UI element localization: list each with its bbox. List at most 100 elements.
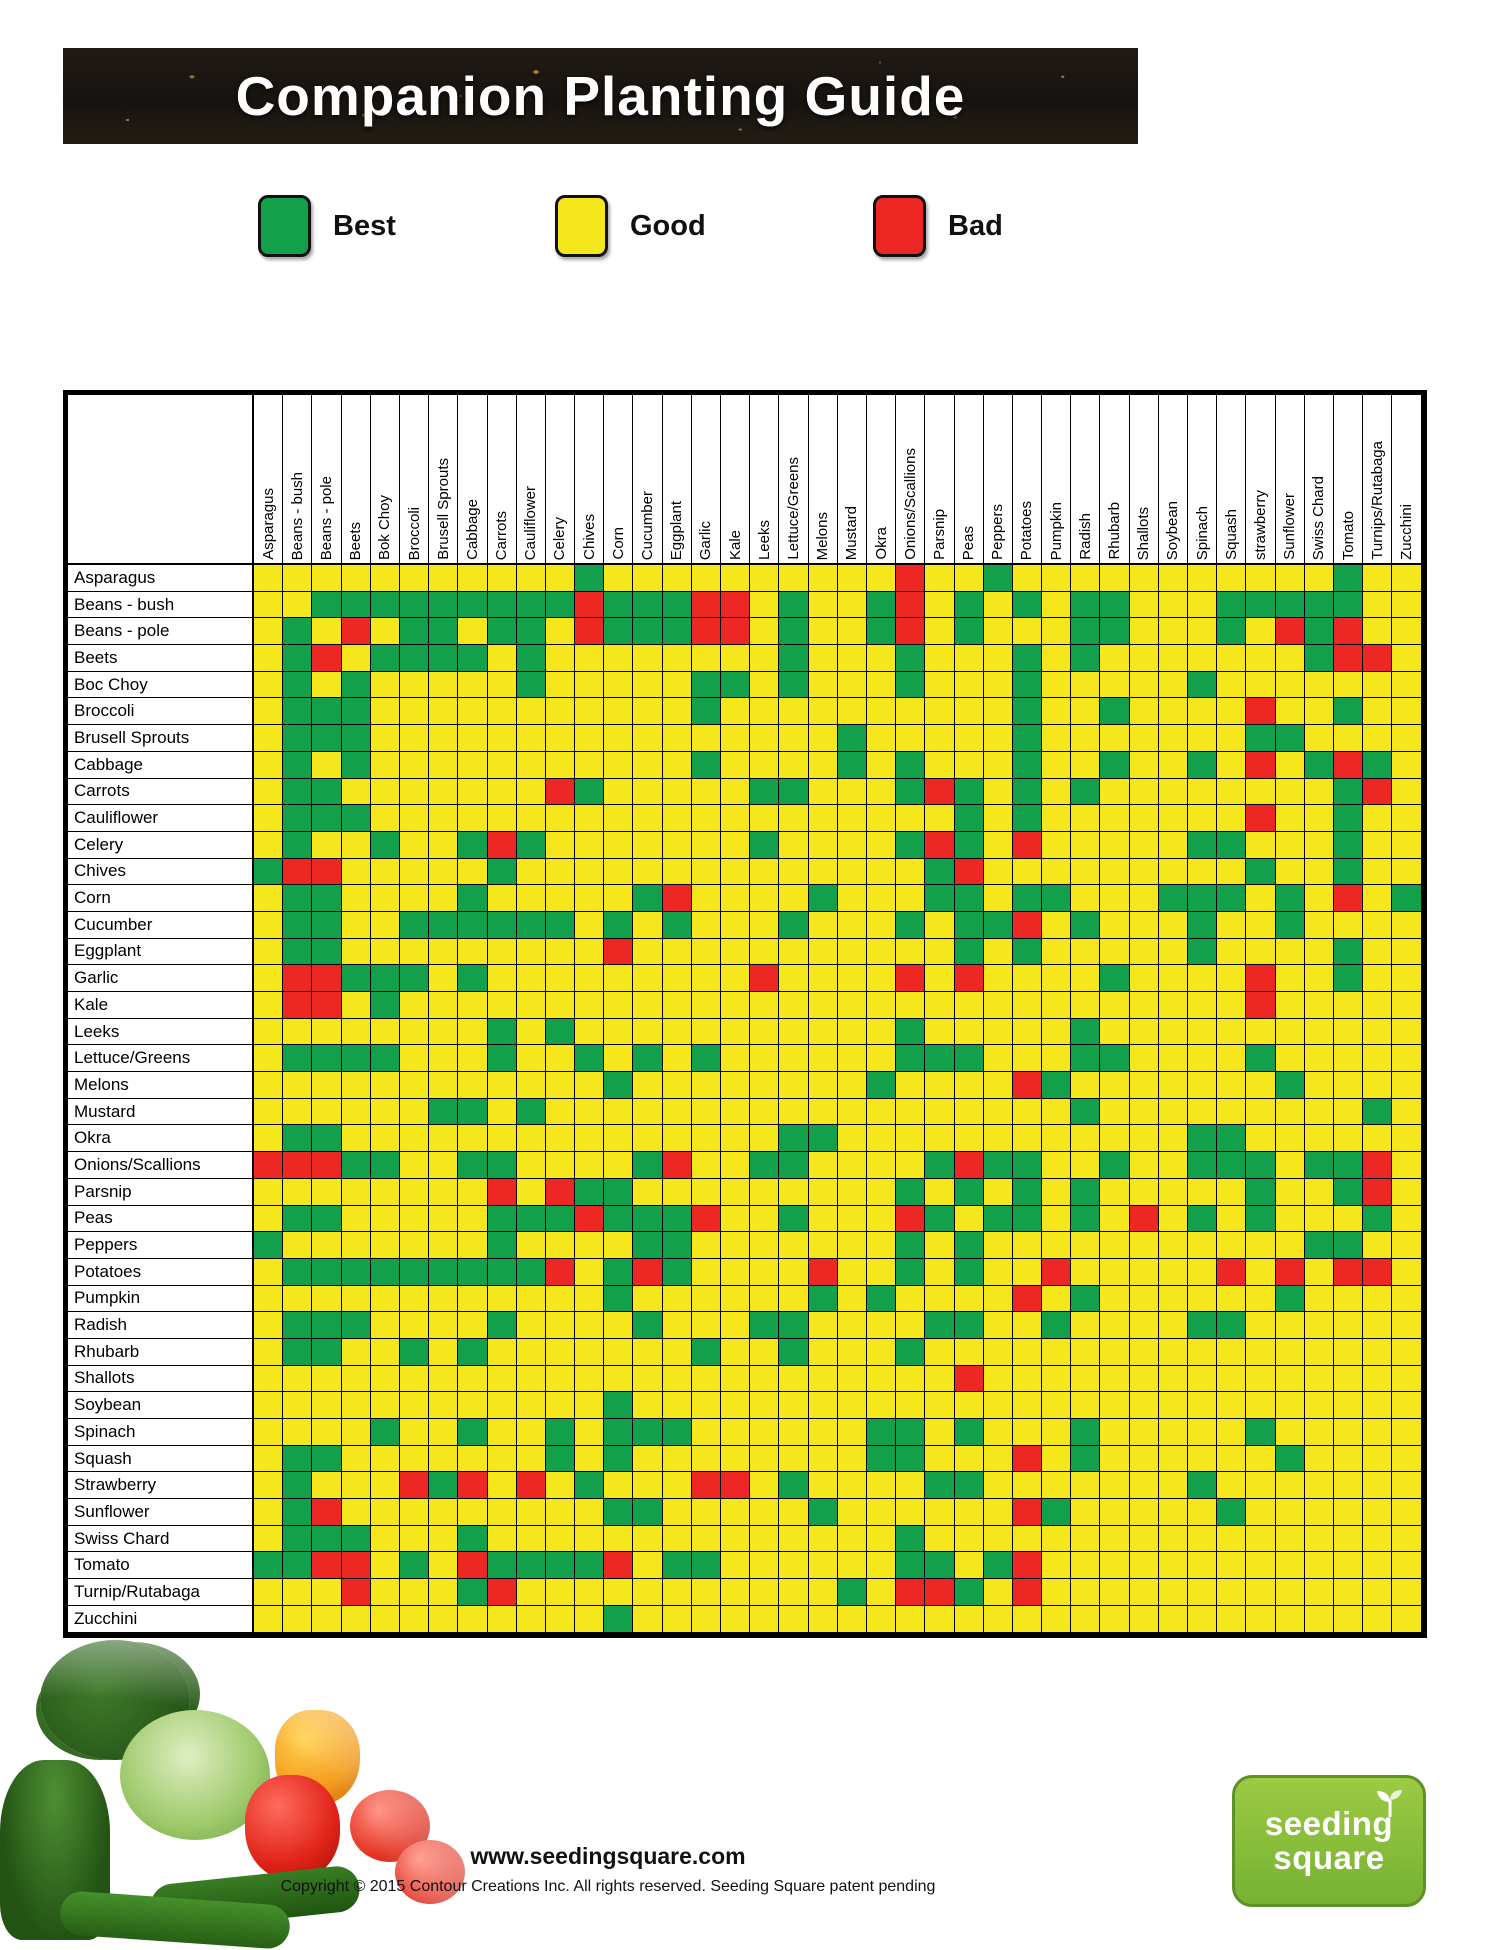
matrix-cell xyxy=(1333,1419,1364,1446)
matrix-cell xyxy=(254,911,284,939)
matrix-cell xyxy=(896,1579,926,1606)
matrix-cell xyxy=(1012,1525,1043,1553)
row-label: Rhubarb xyxy=(68,1338,254,1366)
matrix-cell xyxy=(1100,565,1130,592)
matrix-cell xyxy=(458,858,488,886)
matrix-cell xyxy=(312,751,342,779)
matrix-cell xyxy=(866,698,897,726)
matrix-cell xyxy=(1333,911,1364,939)
best-color-swatch xyxy=(258,195,311,257)
column-header-label: Zucchini xyxy=(1397,504,1415,560)
matrix-cell xyxy=(662,1205,692,1233)
matrix-cell xyxy=(866,992,897,1019)
row-label: Kale xyxy=(68,992,254,1019)
column-header-label: Garlic xyxy=(697,520,715,560)
matrix-cell xyxy=(1100,778,1130,806)
matrix-cell xyxy=(458,965,488,992)
matrix-cell xyxy=(1217,1258,1247,1286)
matrix-cell xyxy=(458,1525,488,1553)
matrix-cell xyxy=(1333,1125,1364,1153)
matrix-cell xyxy=(370,1072,400,1099)
row-label: Potatoes xyxy=(68,1258,254,1286)
matrix-cell xyxy=(429,1552,459,1580)
matrix-cell xyxy=(808,1018,838,1046)
matrix-cell xyxy=(283,565,313,592)
matrix-cell xyxy=(721,1579,751,1606)
matrix-cell xyxy=(1392,938,1422,966)
matrix-cell xyxy=(370,1525,400,1553)
matrix-cell xyxy=(370,565,400,592)
matrix-cell xyxy=(1333,618,1364,646)
matrix-cell xyxy=(1275,1018,1305,1046)
matrix-cell xyxy=(283,1232,313,1259)
matrix-cell xyxy=(1158,1178,1188,1206)
matrix-cell xyxy=(1246,645,1276,672)
matrix-cell xyxy=(1042,1072,1072,1099)
matrix-cell xyxy=(1333,1152,1364,1179)
matrix-cell xyxy=(516,938,546,966)
matrix-cell xyxy=(487,1258,517,1286)
matrix-cell xyxy=(633,1178,663,1206)
matrix-cell xyxy=(1304,1392,1334,1419)
matrix-cell xyxy=(341,618,371,646)
matrix-cell xyxy=(633,1365,663,1393)
matrix-cell xyxy=(896,1499,926,1526)
matrix-cell xyxy=(399,591,430,619)
matrix-cell xyxy=(1363,1258,1393,1286)
matrix-cell xyxy=(1363,565,1393,592)
matrix-cell xyxy=(283,1499,313,1526)
matrix-cell xyxy=(545,725,576,752)
matrix-cell xyxy=(691,885,721,912)
matrix-cell xyxy=(1012,1152,1043,1179)
matrix-cell xyxy=(837,1579,867,1606)
matrix-cell xyxy=(341,1552,371,1580)
matrix-cell xyxy=(662,858,692,886)
matrix-cell xyxy=(983,1152,1013,1179)
matrix-cell xyxy=(691,965,721,992)
matrix-cell xyxy=(808,1579,838,1606)
matrix-cell xyxy=(1012,1232,1043,1259)
matrix-cell xyxy=(399,1312,430,1339)
matrix-cell xyxy=(370,1579,400,1606)
matrix-cell xyxy=(1363,778,1393,806)
matrix-cell xyxy=(312,1552,342,1580)
matrix-cell xyxy=(779,992,809,1019)
matrix-cell xyxy=(516,1045,546,1073)
matrix-cell xyxy=(1333,1445,1364,1473)
matrix-cell xyxy=(1304,671,1334,699)
matrix-cell xyxy=(837,1605,867,1633)
matrix-cell xyxy=(808,938,838,966)
matrix-cell xyxy=(779,885,809,912)
matrix-cell xyxy=(779,778,809,806)
matrix-cell xyxy=(633,1018,663,1046)
matrix-cell xyxy=(604,1552,634,1580)
matrix-cell xyxy=(750,1552,780,1580)
matrix-cell xyxy=(545,1605,576,1633)
column-header-label: Beans - bush xyxy=(288,471,306,560)
matrix-cell xyxy=(866,911,897,939)
matrix-cell xyxy=(866,965,897,992)
column-header: Potatoes xyxy=(1012,395,1043,565)
matrix-cell xyxy=(545,1392,576,1419)
matrix-cell xyxy=(983,751,1013,779)
matrix-cell xyxy=(254,858,284,886)
matrix-cell xyxy=(954,671,984,699)
companion-matrix-table: Asparagus Beans - bush Beans - pole Beets Bo… xyxy=(63,390,1427,1638)
matrix-cell xyxy=(1071,1072,1101,1099)
matrix-cell xyxy=(1188,751,1218,779)
matrix-cell xyxy=(604,805,634,832)
row-label: Beans - bush xyxy=(68,591,254,619)
matrix-cell xyxy=(1392,1125,1422,1153)
matrix-cell xyxy=(1217,1018,1247,1046)
matrix-cell xyxy=(983,1525,1013,1553)
matrix-cell xyxy=(1042,1525,1072,1553)
column-header: Cucumber xyxy=(633,395,663,565)
matrix-cell xyxy=(1392,1525,1422,1553)
matrix-cell xyxy=(429,831,459,859)
matrix-cell xyxy=(399,1152,430,1179)
column-header-label: Leeks xyxy=(755,519,773,560)
matrix-cell xyxy=(1304,885,1334,912)
matrix-cell xyxy=(1217,1152,1247,1179)
matrix-cell xyxy=(370,805,400,832)
matrix-cell xyxy=(633,1338,663,1366)
